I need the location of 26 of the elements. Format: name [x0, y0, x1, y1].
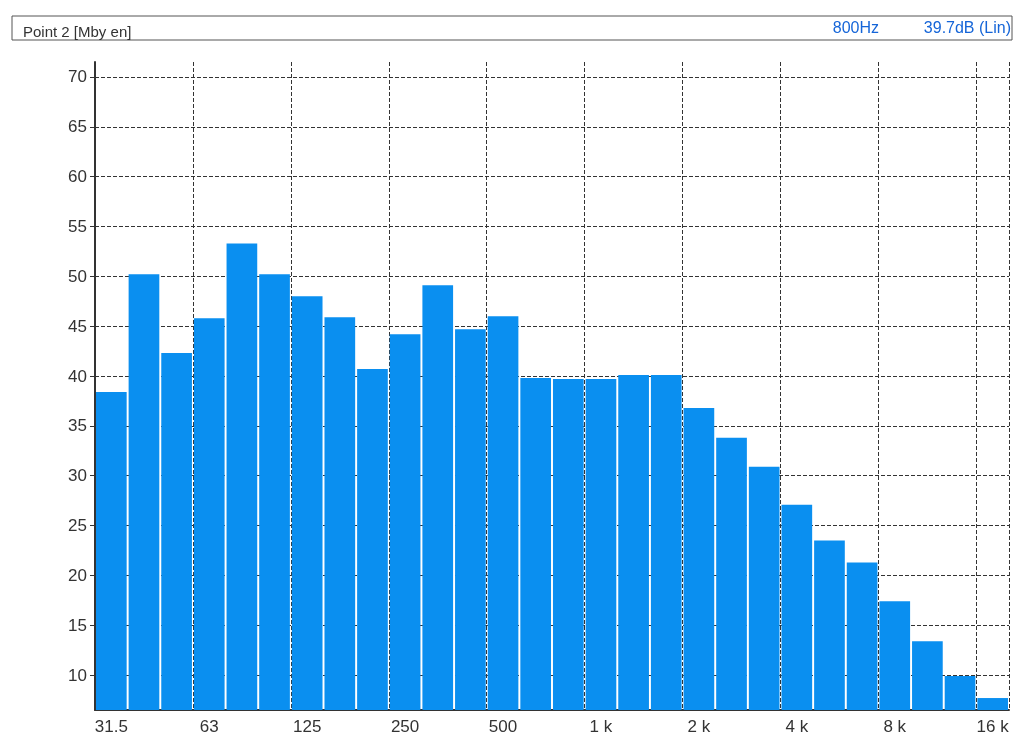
- x-tick-label: 63: [199, 717, 219, 736]
- y-tick-label: 45: [68, 316, 87, 336]
- x-tick-label: 31.5: [94, 717, 128, 736]
- x-tick-label: 16 k: [976, 717, 1010, 736]
- y-tick-label: 40: [68, 366, 87, 386]
- x-tick-label: 500: [488, 717, 518, 736]
- x-tick-label: 4 k: [785, 717, 809, 736]
- y-tick-label: 20: [68, 565, 87, 585]
- y-tick-label: 65: [68, 117, 87, 137]
- text: 800Hz: [832, 18, 879, 36]
- x-tick-label: 8 k: [883, 717, 907, 736]
- y-tick-label: 55: [68, 216, 87, 236]
- y-tick-label: 25: [68, 516, 87, 536]
- x-tick-label: 250: [390, 717, 420, 736]
- x-tick-label: 125: [292, 717, 322, 736]
- y-tick-label: 70: [68, 67, 87, 87]
- y-tick-label: 60: [68, 167, 87, 187]
- y-tick-label: 50: [68, 266, 87, 286]
- chart-title: Point 2 [Mby en]: [23, 23, 132, 40]
- y-tick-label: 35: [68, 416, 87, 436]
- y-tick-label: 30: [68, 466, 87, 486]
- x-tick-label: 1 k: [589, 717, 613, 736]
- text: 39.7dB (Lin): [923, 18, 1012, 36]
- y-tick-label: 15: [68, 615, 87, 635]
- x-tick-label: 2 k: [687, 717, 711, 736]
- y-tick-label: 10: [68, 665, 87, 685]
